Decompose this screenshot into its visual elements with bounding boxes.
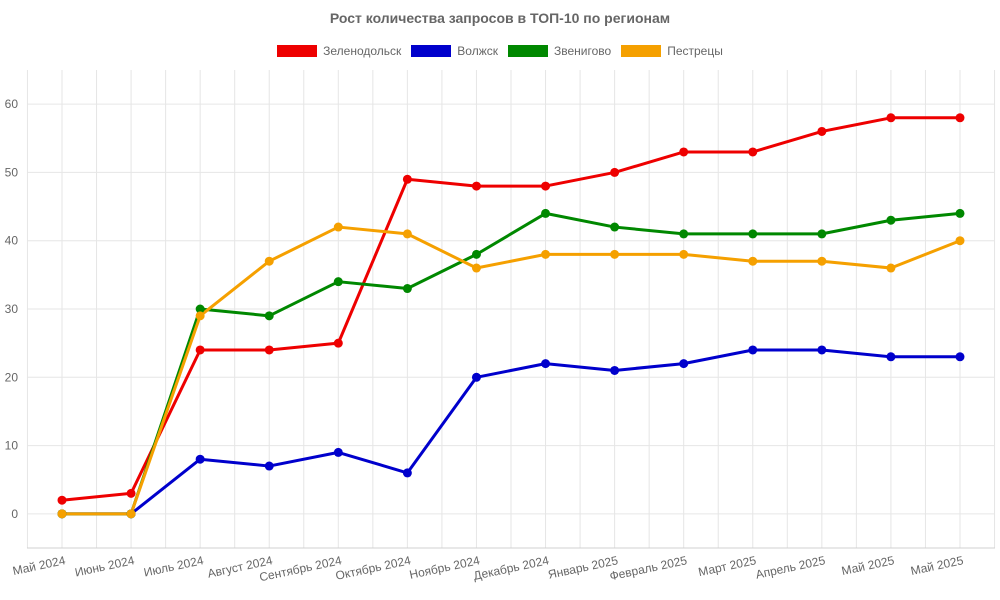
data-point-series-3 (57, 509, 67, 519)
data-point-series-2 (610, 222, 620, 232)
data-point-series-3 (610, 249, 620, 259)
x-tick-label: Май 2025 (909, 553, 965, 578)
series-line-3 (60, 225, 962, 516)
data-point-series-0 (610, 167, 620, 177)
legend: Зеленодольск Волжск Звенигово Пестрецы (0, 44, 1000, 58)
y-tick-label: 50 (5, 165, 19, 179)
x-tick-label: Октябрь 2024 (334, 553, 412, 583)
y-tick-label: 60 (5, 97, 19, 111)
series-line-2 (60, 211, 962, 516)
data-point-series-3 (679, 249, 689, 259)
x-tick-label: Декабрь 2024 (472, 553, 550, 583)
legend-swatch-volzhsk (411, 45, 452, 57)
data-point-series-1 (610, 365, 620, 375)
y-tick-label: 10 (5, 439, 19, 453)
legend-item-zelenodolsk[interactable]: Зеленодольск (277, 44, 401, 58)
data-point-series-0 (126, 488, 136, 498)
legend-item-volzhsk[interactable]: Волжск (411, 44, 498, 58)
legend-swatch-zvenigovo (508, 45, 548, 57)
x-tick-label: Май 2025 (840, 553, 896, 578)
data-point-series-0 (195, 345, 205, 355)
legend-label-zvenigovo: Звенигово (554, 44, 612, 58)
data-point-series-3 (402, 229, 412, 239)
data-point-series-0 (264, 345, 274, 355)
legend-label-volzhsk: Волжск (457, 44, 498, 58)
data-point-series-2 (541, 208, 551, 218)
data-point-series-3 (955, 236, 965, 246)
data-point-series-2 (195, 304, 205, 314)
data-point-series-1 (541, 359, 551, 369)
legend-swatch-pestretsy (621, 45, 662, 57)
data-point-series-0 (541, 181, 551, 191)
data-point-series-1 (402, 468, 412, 478)
data-point-series-1 (333, 447, 343, 457)
data-point-series-2 (886, 215, 896, 225)
data-point-series-2 (402, 284, 412, 294)
series-line-1 (60, 348, 962, 516)
data-point-series-0 (886, 113, 896, 123)
data-point-series-3 (886, 263, 896, 273)
legend-item-zvenigovo[interactable]: Звенигово (508, 44, 611, 58)
data-point-series-2 (748, 229, 758, 239)
data-point-series-3 (264, 256, 274, 266)
legend-label-pestretsy: Пестрецы (667, 44, 723, 58)
x-tick-label: Январь 2025 (547, 553, 620, 582)
data-point-series-0 (955, 113, 965, 123)
x-tick-label: Ноябрь 2024 (408, 553, 481, 582)
data-point-series-2 (955, 208, 965, 218)
data-point-series-2 (817, 229, 827, 239)
data-point-series-0 (402, 174, 412, 184)
data-point-series-3 (126, 509, 136, 519)
data-point-series-1 (817, 345, 827, 355)
data-point-series-0 (471, 181, 481, 191)
data-point-series-1 (471, 372, 481, 382)
x-tick-label: Март 2025 (697, 553, 758, 579)
legend-swatch-zelenodolsk (277, 45, 318, 57)
data-point-series-1 (679, 359, 689, 369)
data-point-series-3 (195, 311, 205, 321)
data-point-series-1 (195, 454, 205, 464)
data-point-series-1 (955, 352, 965, 362)
data-point-series-3 (333, 222, 343, 232)
data-point-series-0 (748, 147, 758, 157)
chart-title: Рост количества запросов в ТОП-10 по рег… (329, 10, 671, 26)
data-point-series-0 (57, 495, 67, 505)
data-point-series-3 (471, 263, 481, 273)
x-tick-label: Апрель 2025 (754, 553, 826, 581)
data-point-series-1 (886, 352, 896, 362)
y-tick-label: 0 (11, 507, 18, 521)
legend-label-zelenodolsk: Зеленодольск (323, 44, 402, 58)
data-point-series-1 (264, 461, 274, 471)
legend-item-pestretsy[interactable]: Пестрецы (621, 44, 723, 58)
data-point-series-2 (333, 277, 343, 287)
y-tick-label: 40 (5, 234, 19, 248)
data-point-series-1 (748, 345, 758, 355)
data-point-series-0 (679, 147, 689, 157)
data-point-series-0 (333, 338, 343, 348)
data-point-series-2 (264, 311, 274, 321)
x-tick-label: Февраль 2025 (608, 553, 688, 583)
series-line-0 (60, 116, 962, 502)
y-tick-label: 20 (5, 370, 19, 384)
x-tick-label: Июль 2024 (143, 553, 206, 579)
data-point-series-2 (679, 229, 689, 239)
data-point-series-3 (541, 249, 551, 259)
data-point-series-2 (471, 249, 481, 259)
data-point-series-3 (817, 256, 827, 266)
data-point-series-0 (817, 126, 827, 136)
x-tick-label: Июнь 2024 (74, 553, 136, 579)
x-tick-label: Май 2024 (11, 553, 67, 578)
y-tick-label: 30 (5, 302, 19, 316)
data-point-series-3 (748, 256, 758, 266)
